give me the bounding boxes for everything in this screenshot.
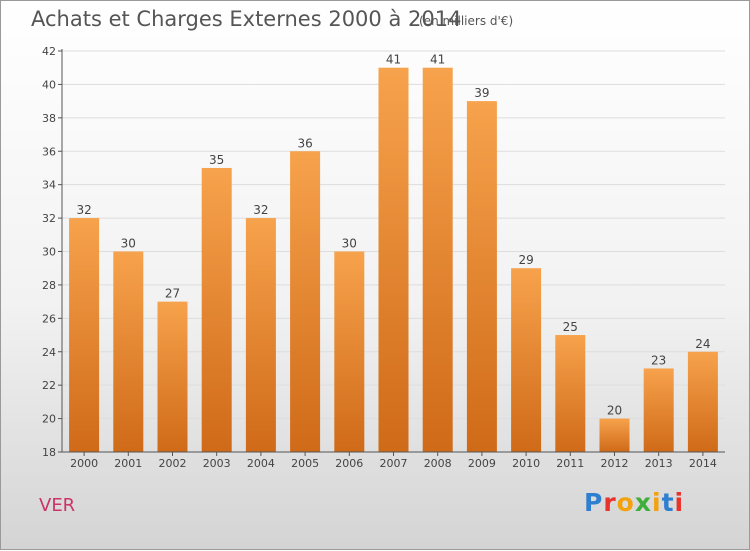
value-label-2012: 20 <box>607 404 622 418</box>
value-label-2010: 29 <box>518 253 533 267</box>
x-tick-label-2010: 2010 <box>512 457 540 470</box>
bar-2011 <box>555 335 586 452</box>
x-tick-label-2005: 2005 <box>291 457 319 470</box>
logo-letter: i <box>652 488 662 517</box>
chart-subtitle: (en milliers d'€) <box>419 14 514 28</box>
bar-2000 <box>69 218 100 452</box>
bar-2006 <box>334 251 365 452</box>
bar-2003 <box>201 167 232 453</box>
x-tick-label-2011: 2011 <box>556 457 584 470</box>
bars <box>69 67 718 453</box>
bar-2005 <box>290 151 321 452</box>
logo-letter: t <box>661 488 675 517</box>
value-label-2000: 32 <box>76 203 91 217</box>
value-label-2002: 27 <box>165 287 180 301</box>
logo-letter: i <box>674 488 685 517</box>
bar-2008 <box>422 67 453 452</box>
proxiti-logo: Proxiti <box>584 488 684 517</box>
x-tick-label-2008: 2008 <box>424 457 452 470</box>
bar-2007 <box>378 67 409 452</box>
commune-name: VER <box>39 495 76 516</box>
value-label-2007: 41 <box>386 53 401 67</box>
bar-2009 <box>466 101 497 452</box>
chart-title: Achats et Charges Externes 2000 à 2014 <box>31 7 462 31</box>
bar-2010 <box>511 268 542 452</box>
bar-2014 <box>687 351 718 452</box>
logo-letter: r <box>603 488 617 517</box>
y-tick-label: 20 <box>42 413 56 426</box>
y-tick-label: 22 <box>42 379 56 392</box>
value-label-2005: 36 <box>297 136 312 150</box>
value-label-2011: 25 <box>563 320 578 334</box>
x-tick-label-2006: 2006 <box>335 457 363 470</box>
y-tick-label: 28 <box>42 279 56 292</box>
bar-2004 <box>245 218 276 452</box>
logo-letter: P <box>584 488 604 517</box>
x-tick-label-2012: 2012 <box>601 457 629 470</box>
logo-letter: o <box>616 488 635 517</box>
value-labels: 32 30 27 35 32 36 30 41 41 39 29 25 20 23 24 <box>76 53 710 418</box>
x-tick-label-2014: 2014 <box>689 457 717 470</box>
x-tick-label-2009: 2009 <box>468 457 496 470</box>
y-tick-label: 18 <box>42 446 56 459</box>
x-tick-labels: 2000 2001 2002 2003 2004 2005 2006 2007 2008 2009… <box>70 457 717 470</box>
x-tick-label-2007: 2007 <box>380 457 408 470</box>
x-tick-label-2013: 2013 <box>645 457 673 470</box>
x-tick-label-2004: 2004 <box>247 457 275 470</box>
y-tick-label: 38 <box>42 112 56 125</box>
bar-2001 <box>113 251 144 452</box>
value-label-2009: 39 <box>474 86 489 100</box>
value-label-2008: 41 <box>430 53 445 67</box>
y-tick-label: 30 <box>42 246 56 259</box>
bar-2012 <box>599 418 630 452</box>
y-tick-label: 36 <box>42 145 56 158</box>
x-tick-label-2000: 2000 <box>70 457 98 470</box>
axes <box>58 49 725 456</box>
value-label-2006: 30 <box>342 237 357 251</box>
y-tick-label: 42 <box>42 45 56 58</box>
y-tick-labels: 18 20 22 24 26 28 30 32 34 36 38 40 42 <box>42 45 56 459</box>
value-label-2003: 35 <box>209 153 224 167</box>
x-tick-label-2001: 2001 <box>114 457 142 470</box>
y-tick-label: 34 <box>42 179 56 192</box>
value-label-2014: 24 <box>695 337 710 351</box>
value-label-2001: 30 <box>121 237 136 251</box>
y-tick-label: 26 <box>42 312 56 325</box>
y-tick-label: 32 <box>42 212 56 225</box>
value-label-2004: 32 <box>253 203 268 217</box>
value-label-2013: 23 <box>651 353 666 367</box>
bar-2013 <box>643 368 674 452</box>
bar-2002 <box>157 301 188 452</box>
y-tick-label: 24 <box>42 346 56 359</box>
y-tick-label: 40 <box>42 78 56 91</box>
x-tick-label-2002: 2002 <box>159 457 187 470</box>
x-tick-label-2003: 2003 <box>203 457 231 470</box>
logo-letter: x <box>634 488 652 517</box>
